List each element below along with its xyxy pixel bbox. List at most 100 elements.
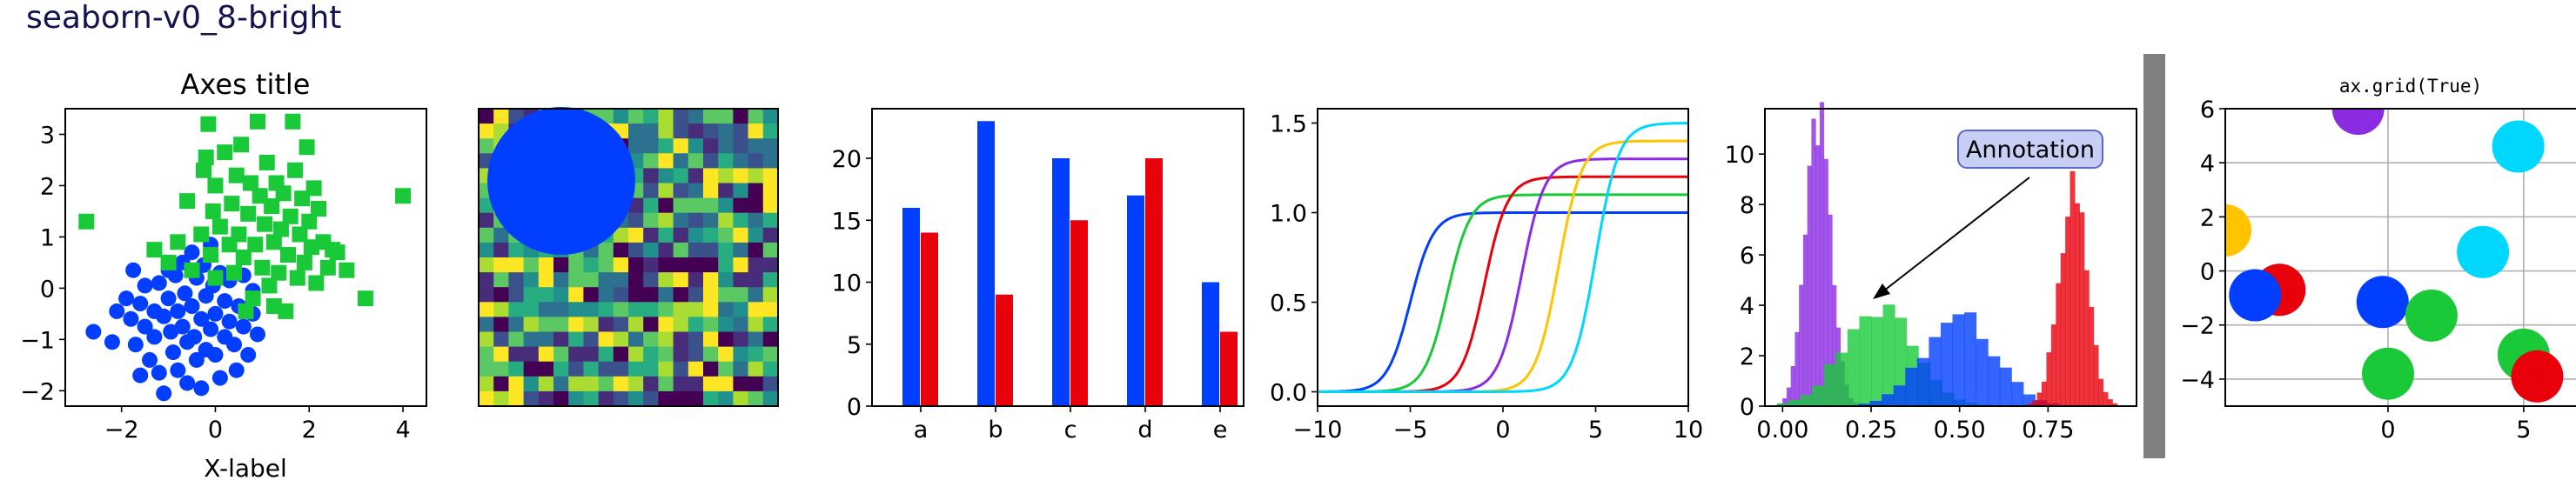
heatmap-cell <box>643 376 659 392</box>
x-tick-label: 4 <box>395 417 410 444</box>
heatmap-cell <box>613 346 629 363</box>
heatmap-cell <box>643 109 659 124</box>
heatmap-cell <box>598 376 614 392</box>
heatmap-cell <box>748 361 764 377</box>
heatmap-cell <box>568 390 584 407</box>
heatmap-cell <box>733 168 749 184</box>
heatmap-cell <box>523 346 540 363</box>
histogram-bar <box>1811 118 1816 406</box>
histogram-bar <box>1976 338 1989 406</box>
axes-frame <box>64 108 427 407</box>
heatmap-cell <box>673 168 689 184</box>
y-tick-label: 0.0 <box>1270 380 1307 407</box>
heatmap-cell <box>688 138 704 154</box>
scatter-square <box>271 264 287 281</box>
heatmap-cell <box>613 227 629 244</box>
scatter-point <box>186 329 203 345</box>
heatmap-cell <box>688 257 704 273</box>
scatter-square <box>357 290 373 307</box>
heatmap-cell <box>703 390 719 407</box>
heatmap-cell <box>688 390 704 407</box>
histogram-bar <box>2083 270 2090 406</box>
scatter-square <box>254 259 271 276</box>
heatmap-cell <box>673 212 689 229</box>
heatmap-cell <box>703 153 719 169</box>
scatter-square <box>282 208 299 224</box>
scatter-point <box>207 347 224 364</box>
scatter-square <box>146 242 163 258</box>
histogram-bar <box>2011 382 2024 406</box>
x-tick-label: −5 <box>1393 417 1428 444</box>
heatmap-cell <box>658 361 674 377</box>
heatmap-cell <box>673 109 689 124</box>
scatter-square <box>301 213 318 230</box>
circle-patch <box>487 107 635 255</box>
heatmap-cell <box>703 212 719 229</box>
histogram-bar <box>1916 357 1929 406</box>
heatmap-cell <box>748 168 764 184</box>
heatmap-cell <box>628 123 644 139</box>
histogram-bar <box>1869 400 1882 406</box>
scatter-square <box>257 216 273 232</box>
heatmap-cell <box>673 287 689 303</box>
heatmap-cell <box>673 183 689 199</box>
heatmap-cell <box>598 242 614 258</box>
heatmap-cell <box>718 376 734 392</box>
scatter-point <box>127 337 144 353</box>
scatter-square <box>228 167 245 183</box>
scatter-point <box>184 298 200 315</box>
histogram-bar <box>2079 212 2085 406</box>
axes-frame <box>1764 108 2137 407</box>
scatter-circle <box>2457 225 2510 278</box>
scatter-point <box>137 277 153 294</box>
heatmap-cell <box>658 212 674 229</box>
histogram-bar <box>1790 365 1795 406</box>
axes-title: ax.grid(True) <box>2339 76 2482 97</box>
heatmap-cell <box>703 197 719 214</box>
heatmap-cell <box>703 242 719 258</box>
heatmap-cell <box>508 257 525 273</box>
heatmap-cell <box>703 317 719 333</box>
heatmap-cell <box>643 138 659 154</box>
scatter-square <box>308 275 325 291</box>
scatter-point <box>146 329 163 345</box>
heatmap-cell <box>688 242 704 258</box>
sigmoid-line <box>1318 211 1688 393</box>
heatmap-cell <box>583 272 600 288</box>
annotation-arrow-line <box>1879 177 2030 295</box>
x-tick-label: 0 <box>2380 417 2395 444</box>
heatmap-cell <box>762 212 779 229</box>
axis-ticks: 0 5 −4 −2 0 2 4 6 <box>2180 97 2531 444</box>
heatmap-cell <box>568 361 584 377</box>
heatmap-cell <box>479 242 494 258</box>
heatmap-cell <box>688 123 704 139</box>
heatmap-cell <box>583 287 600 303</box>
histogram-bar <box>1799 284 1804 406</box>
heatmap-cell <box>568 376 584 392</box>
heatmap-cell <box>613 242 629 258</box>
scatter-square <box>240 205 257 222</box>
scatter-square <box>329 244 345 261</box>
heatmap-cell <box>479 123 494 139</box>
scatter-square <box>224 196 240 212</box>
bar <box>1127 195 1144 406</box>
heatmap-cell <box>762 317 779 333</box>
heatmap-cell <box>748 331 764 348</box>
scatter-point <box>170 362 186 378</box>
heatmap-cell <box>643 153 659 169</box>
scatter-square <box>217 144 233 161</box>
histogram-bar <box>2027 404 2033 406</box>
scatter-square <box>275 185 292 202</box>
heatmap-cell <box>762 183 779 199</box>
y-tick-label: −2 <box>2180 313 2215 340</box>
heatmap-cell <box>733 361 749 377</box>
heatmap-cell <box>523 317 540 333</box>
heatmap-cell <box>658 197 674 214</box>
axes-frame <box>478 108 779 407</box>
heatmap-cell <box>733 109 749 124</box>
heatmap-cell <box>493 361 509 377</box>
scatter-square <box>207 177 224 194</box>
scatter-square <box>247 237 264 253</box>
histogram-bar <box>1828 214 1833 406</box>
